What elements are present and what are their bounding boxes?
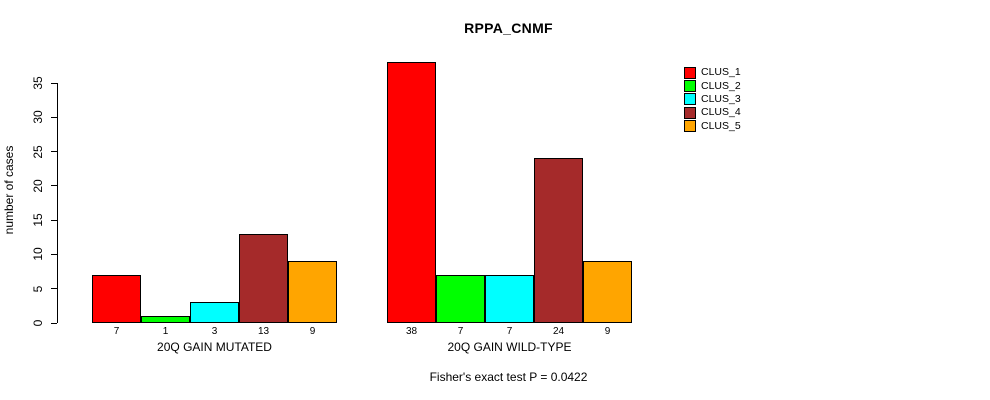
bar-value-label: 7	[457, 326, 464, 337]
legend-swatch-clus_5	[684, 120, 696, 133]
legend-row: CLUS_5	[684, 120, 741, 133]
y-tick	[51, 219, 57, 221]
legend-label: CLUS_1	[701, 66, 741, 79]
y-tick-label: 5	[31, 285, 45, 293]
legend-label: CLUS_2	[701, 79, 741, 92]
y-tick	[51, 185, 57, 187]
legend-row: CLUS_2	[684, 79, 741, 93]
bar-value-label: 7	[113, 326, 120, 337]
y-tick-label: 35	[31, 76, 45, 90]
bar-value-label: 9	[604, 326, 611, 337]
legend-row: CLUS_1	[684, 66, 741, 79]
legend-row: CLUS_3	[684, 93, 741, 106]
legend-label: CLUS_4	[701, 106, 741, 119]
legend-label: CLUS_3	[701, 92, 741, 105]
y-tick-label: 0	[31, 319, 45, 327]
y-tick	[51, 116, 57, 118]
legend-swatch-clus_3	[684, 93, 696, 106]
bar-value-label: 38	[405, 326, 418, 337]
chart-title: RPPA_CNMF	[464, 20, 553, 36]
group-label-mutated: 20Q GAIN MUTATED	[157, 340, 272, 354]
y-tick-label: 30	[31, 110, 45, 124]
legend-swatch-clus_4	[684, 106, 696, 119]
bar-clus_5-group2	[583, 261, 632, 323]
y-tick-label: 25	[31, 144, 45, 159]
bar-clus_1-group2	[387, 62, 436, 323]
legend: CLUS_1 CLUS_2 CLUS_3 CLUS_4 CLUS_5	[684, 66, 741, 133]
bar-value-label: 1	[162, 326, 169, 337]
y-tick-label: 10	[31, 247, 45, 262]
bar-clus_5-group1	[288, 261, 337, 323]
legend-swatch-clus_2	[684, 80, 696, 93]
bar-value-label: 9	[309, 326, 316, 337]
bar-clus_2-group1	[141, 316, 190, 323]
bar-value-label: 24	[552, 326, 565, 337]
y-tick	[51, 253, 57, 255]
bar-value-label: 13	[257, 326, 270, 337]
y-axis-line	[57, 83, 58, 323]
bar-clus_3-group1	[190, 302, 239, 323]
bar-clus_3-group2	[485, 275, 534, 323]
legend-row: CLUS_4	[684, 106, 741, 119]
y-tick-label: 15	[31, 213, 45, 227]
bar-clus_1-group1	[92, 275, 141, 323]
bar-clus_4-group1	[239, 233, 288, 323]
y-tick	[51, 82, 57, 84]
y-tick	[51, 322, 57, 324]
legend-swatch-clus_1	[684, 66, 696, 79]
y-tick	[51, 288, 57, 290]
footnote: Fisher's exact test P = 0.0422	[429, 370, 588, 384]
y-tick-label: 20	[31, 179, 45, 193]
y-axis-label: number of cases	[2, 145, 16, 235]
bar-clus_4-group2	[534, 158, 583, 323]
bar-value-label: 3	[211, 326, 218, 337]
y-tick	[51, 151, 57, 153]
bar-value-label: 7	[506, 326, 513, 337]
bar-clus_2-group2	[436, 275, 485, 323]
legend-label: CLUS_5	[701, 119, 741, 132]
group-label-wild-type: 20Q GAIN WILD-TYPE	[447, 340, 572, 354]
